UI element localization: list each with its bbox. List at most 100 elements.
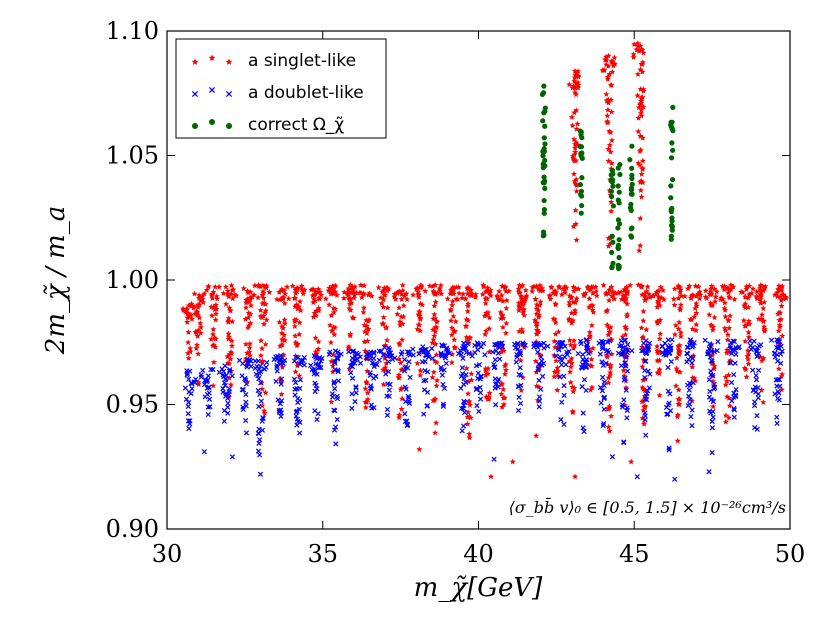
- singlet-point: [281, 300, 288, 306]
- doublet-point: [729, 398, 735, 404]
- doublet-point: [755, 391, 761, 397]
- doublet-point: [465, 341, 471, 347]
- singlet-point: [432, 328, 439, 335]
- singlet-point: [570, 317, 577, 324]
- singlet-point: [710, 403, 717, 410]
- singlet-point: [498, 381, 505, 388]
- doublet-point: [349, 391, 355, 397]
- singlet-point: [399, 320, 406, 327]
- singlet-point: [709, 323, 716, 330]
- doublet-point: [642, 367, 648, 374]
- doublet-point: [516, 371, 522, 378]
- doublet-point: [376, 357, 382, 363]
- singlet-point: [410, 291, 417, 298]
- singlet-point: [624, 287, 631, 294]
- singlet-point: [726, 402, 733, 409]
- doublet-point: [561, 392, 567, 399]
- correct-omega-point: [610, 239, 616, 245]
- legend-marker-star: [208, 54, 216, 61]
- doublet-point: [556, 347, 562, 353]
- singlet-point: [550, 315, 557, 322]
- singlet-point: [482, 372, 489, 378]
- singlet-point: [257, 307, 264, 313]
- singlet-point: [459, 295, 466, 301]
- singlet-point: [742, 366, 749, 373]
- doublet-point: [609, 454, 616, 460]
- singlet-point: [537, 298, 544, 305]
- singlet-point: [417, 316, 424, 322]
- singlet-point: [325, 287, 332, 294]
- singlet-point: [263, 316, 270, 323]
- correct-omega-point: [609, 249, 615, 256]
- doublet-point: [459, 428, 465, 434]
- singlet-point: [681, 293, 688, 299]
- singlet-point: [533, 369, 540, 375]
- doublet-point: [297, 385, 303, 391]
- singlet-point: [727, 312, 734, 319]
- doublet-point: [187, 421, 193, 427]
- singlet-point: [494, 294, 501, 300]
- singlet-point: [404, 296, 411, 303]
- singlet-point: [433, 382, 440, 389]
- singlet-point: [276, 289, 283, 295]
- singlet-point: [688, 379, 695, 386]
- singlet-point: [745, 329, 752, 336]
- singlet-point: [180, 305, 187, 312]
- singlet-point: [562, 289, 568, 296]
- correct-omega-point: [540, 90, 547, 96]
- doublet-point: [601, 406, 607, 412]
- singlet-point: [363, 350, 370, 357]
- doublet-point: [732, 392, 739, 398]
- singlet-point: [380, 381, 387, 388]
- singlet-point: [414, 284, 421, 291]
- singlet-point: [360, 290, 367, 296]
- doublet-point: [424, 369, 431, 375]
- singlet-point: [448, 317, 455, 324]
- legend-marker-dot: [209, 119, 215, 125]
- doublet-point: [482, 352, 488, 358]
- correct-omega-point: [616, 189, 622, 195]
- singlet-point: [482, 367, 489, 374]
- doublet-point: [515, 340, 521, 347]
- doublet-point: [619, 402, 626, 408]
- doublet-point: [731, 407, 738, 413]
- singlet-point: [486, 314, 493, 321]
- doublet-point: [260, 415, 266, 422]
- correct-omega-point: [542, 141, 548, 147]
- singlet-point: [480, 283, 487, 290]
- singlet-point: [464, 420, 471, 427]
- singlet-point: [503, 305, 510, 311]
- doublet-point: [666, 445, 672, 451]
- doublet-point: [708, 372, 714, 378]
- singlet-point: [391, 290, 398, 297]
- singlet-point: [499, 346, 506, 352]
- singlet-point: [313, 312, 319, 319]
- singlet-point: [537, 287, 544, 294]
- singlet-point: [322, 295, 329, 302]
- singlet-point: [416, 321, 423, 328]
- singlet-point: [639, 397, 646, 404]
- doublet-point: [733, 351, 739, 357]
- doublet-point: [335, 356, 341, 362]
- doublet-point: [208, 366, 214, 373]
- singlet-point: [639, 384, 646, 391]
- singlet-point: [194, 312, 201, 318]
- singlet-point: [363, 380, 370, 386]
- doublet-point: [300, 357, 306, 364]
- singlet-point: [748, 290, 755, 296]
- doublet-point: [225, 410, 231, 416]
- singlet-point: [568, 360, 575, 366]
- doublet-point: [755, 385, 761, 391]
- singlet-point: [183, 309, 190, 315]
- singlet-point: [208, 312, 215, 319]
- singlet-point: [753, 288, 760, 295]
- doublet-point: [256, 403, 262, 410]
- singlet-point: [566, 337, 573, 343]
- singlet-point: [462, 295, 469, 302]
- doublet-point: [369, 360, 376, 366]
- doublet-point: [643, 358, 649, 364]
- singlet-point: [361, 328, 368, 335]
- singlet-point: [671, 301, 678, 308]
- singlet-point: [689, 397, 696, 404]
- singlet-point: [278, 323, 285, 330]
